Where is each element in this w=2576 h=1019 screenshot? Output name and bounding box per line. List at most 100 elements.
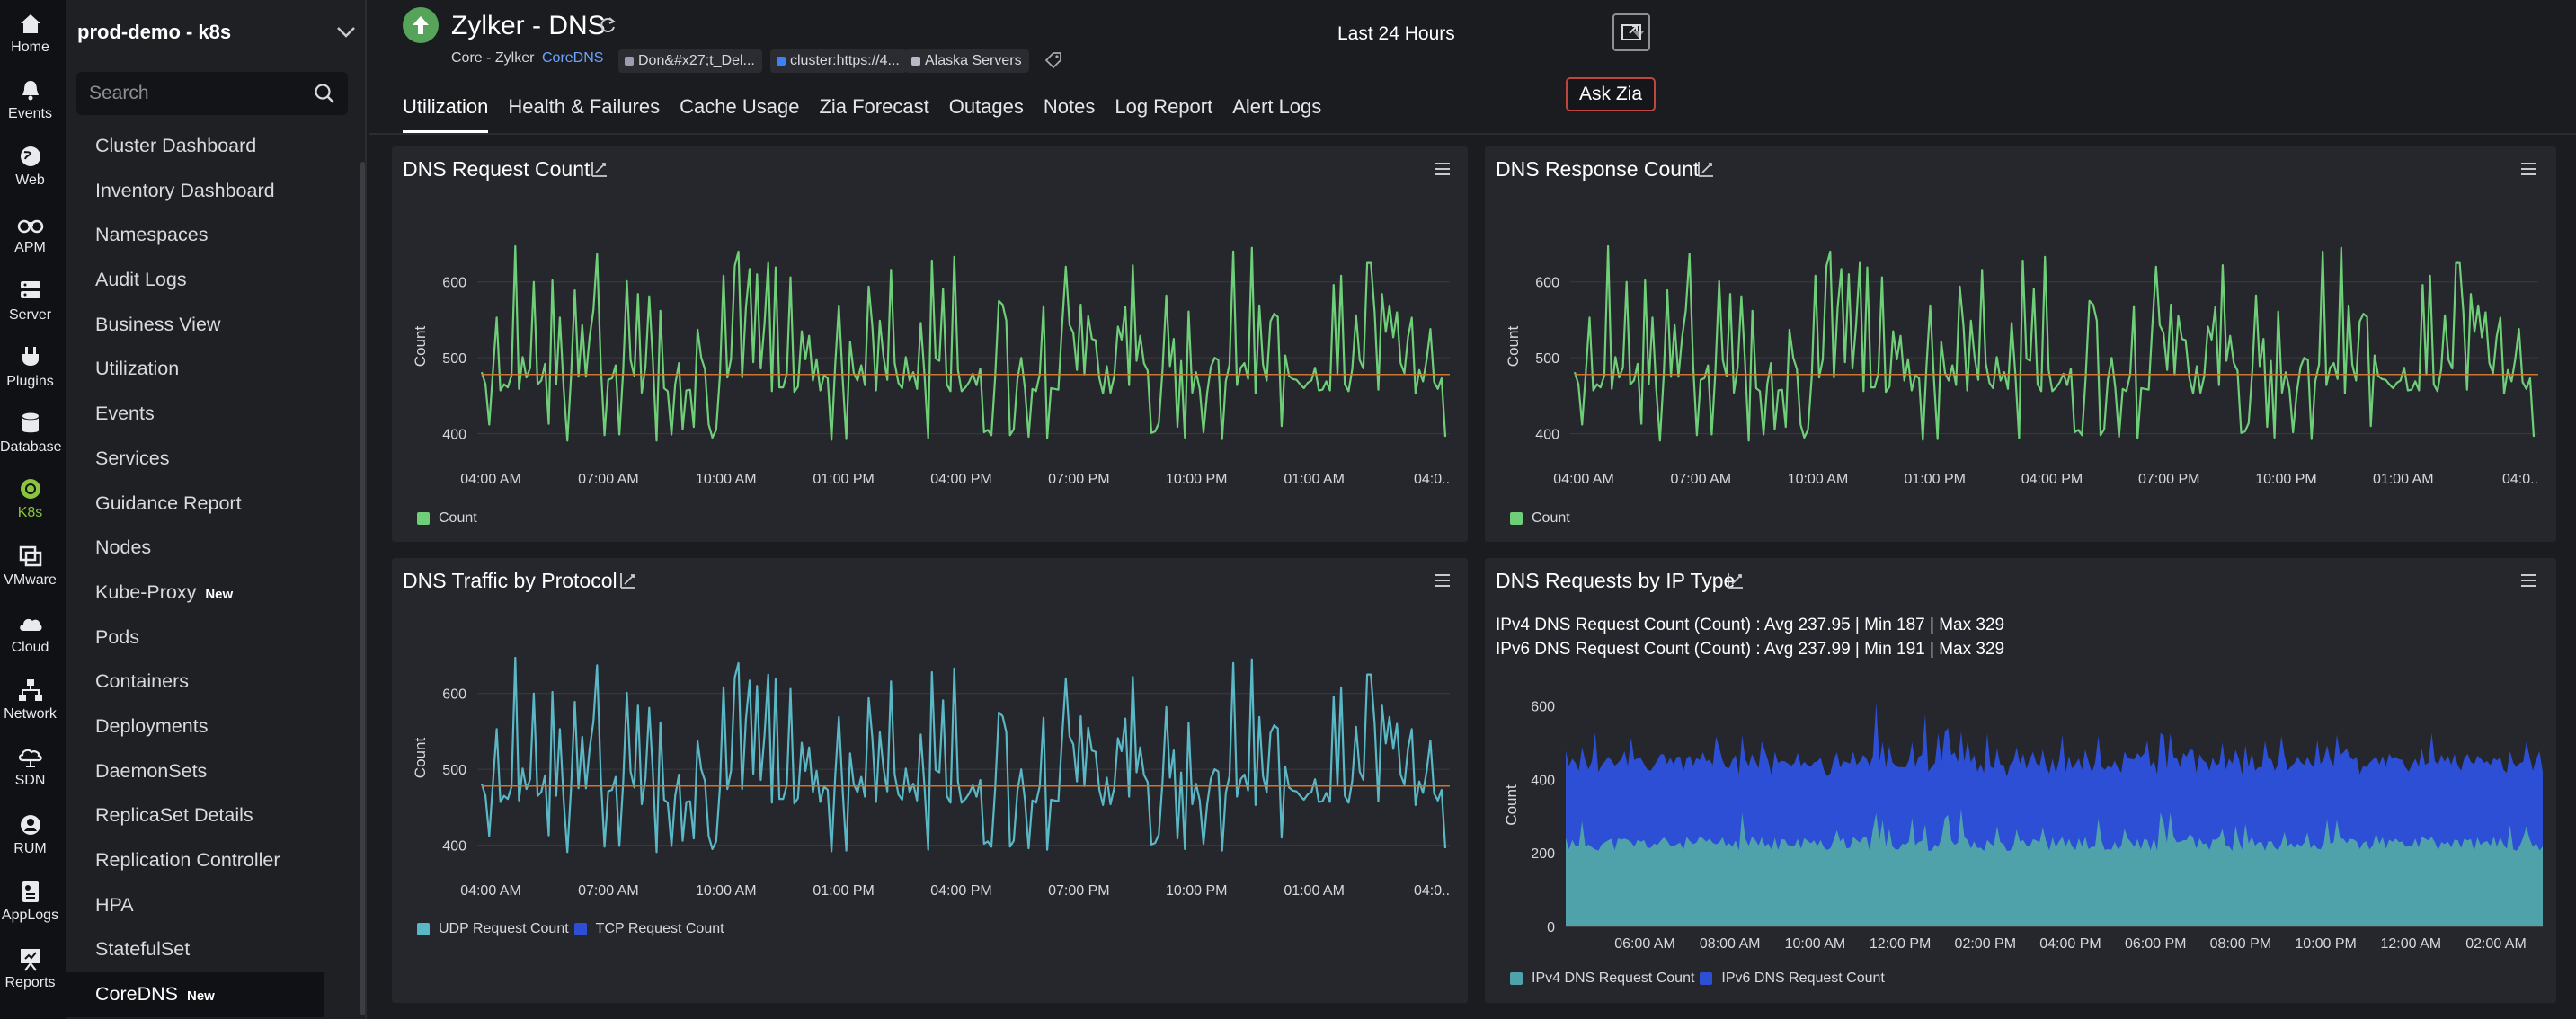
tag-chip[interactable]: Don&#x27;t_Del... bbox=[618, 49, 762, 73]
series-line[interactable] bbox=[480, 244, 1447, 442]
rail-item-database[interactable]: Database bbox=[0, 411, 62, 456]
tab-health-failures[interactable]: Health & Failures bbox=[508, 95, 661, 118]
tag-icon[interactable] bbox=[1043, 49, 1064, 71]
sidebar-item-statefulset[interactable]: StatefulSet bbox=[66, 927, 367, 972]
ask-zia-button[interactable]: Ask Zia bbox=[1566, 77, 1656, 111]
tag-label: cluster:https://4... bbox=[790, 53, 900, 68]
rail-item-reports[interactable]: Reports bbox=[0, 946, 60, 991]
line-chart[interactable]: 400 500 600 Count 04:00 AM 07:00 AM 10:00 AM 01… bbox=[392, 558, 1468, 1003]
tag-chip[interactable]: Alaska Servers bbox=[905, 49, 1029, 73]
rail-item-home[interactable]: Home bbox=[0, 11, 60, 56]
sidebar-item-label: Events bbox=[95, 403, 155, 425]
edit-chart-icon[interactable] bbox=[1726, 571, 1745, 590]
x-tick-label: 04:00 AM bbox=[1553, 472, 1614, 487]
tab-notes[interactable]: Notes bbox=[1043, 95, 1096, 118]
sidebar-item-daemonsets[interactable]: DaemonSets bbox=[66, 749, 367, 794]
rail-item-plugins[interactable]: Plugins bbox=[0, 345, 60, 390]
sidebar-item-containers[interactable]: Containers bbox=[66, 660, 367, 704]
sidebar-item-services[interactable]: Services bbox=[66, 437, 367, 482]
rail-item-web[interactable]: Web bbox=[0, 144, 60, 189]
tab-utilization[interactable]: Utilization bbox=[403, 90, 489, 133]
rail-item-applogs[interactable]: AppLogs bbox=[0, 879, 60, 924]
y-tick-label: 400 bbox=[1531, 773, 1555, 788]
line-chart[interactable]: 400 500 600 Count 04:00 AM 07:00 AM 10:00 AM 01… bbox=[392, 146, 1468, 542]
legend-item[interactable]: UDP Request Count bbox=[417, 921, 569, 937]
rail-item-server[interactable]: Server bbox=[0, 279, 60, 323]
legend-item[interactable]: Count bbox=[417, 510, 477, 527]
sidebar-item-nodes[interactable]: Nodes bbox=[66, 526, 367, 571]
edit-chart-icon[interactable] bbox=[618, 571, 638, 590]
chart-legend: Count bbox=[417, 510, 483, 527]
rail-item-sdn[interactable]: SDN bbox=[0, 744, 60, 789]
rail-item-rum[interactable]: RUM bbox=[0, 812, 60, 857]
series-line[interactable] bbox=[480, 656, 1447, 854]
y-axis-label: Count bbox=[1503, 784, 1520, 826]
sidebar-item-pods[interactable]: Pods bbox=[66, 616, 367, 660]
stacked-area-chart[interactable]: 0 200 400 600 Count 06:00 AM 08:00 AM 10:00 AM 1… bbox=[1485, 558, 2556, 1003]
sidebar-item-inventory-dashboard[interactable]: Inventory Dashboard bbox=[66, 169, 367, 214]
sidebar-item-hpa[interactable]: HPA bbox=[66, 883, 367, 928]
rail-item-k8s[interactable]: K8s bbox=[0, 476, 60, 521]
legend-item[interactable]: IPv4 DNS Request Count bbox=[1510, 970, 1694, 987]
rail-item-label: Reports bbox=[4, 975, 56, 990]
rail-item-label: Events bbox=[8, 106, 52, 121]
sidebar-item-utilization[interactable]: Utilization bbox=[66, 347, 367, 392]
x-tick-label: 04:0.. bbox=[1414, 472, 1450, 487]
sidebar-item-replicaset-details[interactable]: ReplicaSet Details bbox=[66, 793, 367, 838]
rail-item-events[interactable]: Events bbox=[0, 77, 60, 122]
time-range-value: Last 24 Hours bbox=[1337, 23, 1455, 44]
sidebar-item-events[interactable]: Events bbox=[66, 392, 367, 437]
sidebar-item-cluster-dashboard[interactable]: Cluster Dashboard bbox=[66, 124, 367, 169]
sidebar-item-guidance-report[interactable]: Guidance Report bbox=[66, 482, 367, 527]
sidebar: prod-demo - k8s Cluster Dashboard Invento… bbox=[66, 0, 367, 1019]
legend-item[interactable]: IPv6 DNS Request Count bbox=[1700, 970, 1885, 987]
rail-item-network[interactable]: Network bbox=[0, 678, 60, 722]
rail-item-cloud[interactable]: Cloud bbox=[0, 611, 60, 656]
rail-item-vmware[interactable]: VMware bbox=[0, 544, 60, 589]
menu-icon[interactable] bbox=[2518, 571, 2538, 590]
tab-outages[interactable]: Outages bbox=[948, 95, 1024, 118]
sidebar-item-deployments[interactable]: Deployments bbox=[66, 704, 367, 749]
cluster-selector[interactable]: prod-demo - k8s bbox=[77, 13, 356, 52]
menu-icon[interactable] bbox=[1433, 159, 1452, 179]
rail-item-label: VMware bbox=[4, 572, 57, 588]
tab-alert-logs[interactable]: Alert Logs bbox=[1232, 95, 1322, 118]
tag-chip[interactable]: cluster:https://4... bbox=[770, 49, 907, 73]
y-tick-label: 400 bbox=[442, 428, 466, 443]
export-button[interactable] bbox=[1612, 13, 1650, 51]
breadcrumb-parent[interactable]: Core - Zylker bbox=[451, 50, 535, 66]
sidebar-item-coredns[interactable]: CoreDNS New bbox=[66, 972, 324, 1017]
menu-icon[interactable] bbox=[1433, 571, 1452, 590]
x-tick-label: 10:00 PM bbox=[2295, 936, 2356, 952]
x-tick-label: 02:00 AM bbox=[2465, 936, 2527, 952]
legend-label: UDP Request Count bbox=[439, 921, 569, 936]
search-icon[interactable] bbox=[314, 83, 335, 104]
edit-chart-icon[interactable] bbox=[1696, 159, 1716, 179]
y-tick-label: 500 bbox=[442, 763, 466, 778]
sidebar-item-kube-proxy[interactable]: Kube-Proxy New bbox=[66, 571, 367, 616]
dns-request-count-panel: 400 500 600 Count 04:00 AM 07:00 AM 10:00 AM 01… bbox=[392, 146, 1468, 542]
breadcrumb-current[interactable]: CoreDNS bbox=[542, 50, 604, 66]
panel-title: DNS Traffic by Protocol bbox=[403, 569, 617, 592]
ipv4-area[interactable] bbox=[1566, 809, 2543, 926]
menu-icon[interactable] bbox=[2518, 159, 2538, 179]
rail-item-apm[interactable]: APM bbox=[0, 211, 60, 256]
tab-zia-forecast[interactable]: Zia Forecast bbox=[819, 95, 929, 118]
tab-log-report[interactable]: Log Report bbox=[1115, 95, 1213, 118]
time-range-select[interactable]: Last 24 Hours bbox=[1321, 18, 1661, 50]
sidebar-item-namespaces[interactable]: Namespaces bbox=[66, 213, 367, 258]
sidebar-item-replication-controller[interactable]: Replication Controller bbox=[66, 838, 367, 883]
sidebar-scrollbar[interactable] bbox=[360, 162, 365, 1015]
legend-item[interactable]: TCP Request Count bbox=[573, 921, 724, 937]
sidebar-item-audit-logs[interactable]: Audit Logs bbox=[66, 258, 367, 303]
y-tick-label: 600 bbox=[1535, 276, 1559, 291]
sidebar-item-business-view[interactable]: Business View bbox=[66, 303, 367, 348]
line-chart[interactable]: 400 500 600 Count 04:00 AM 07:00 AM 10:00 AM 01… bbox=[1485, 146, 2556, 542]
legend-item[interactable]: Count bbox=[1510, 510, 1570, 527]
search-input[interactable] bbox=[76, 72, 310, 115]
y-axis-label: Count bbox=[1505, 326, 1522, 368]
tab-cache-usage[interactable]: Cache Usage bbox=[680, 95, 800, 118]
refresh-icon[interactable] bbox=[598, 15, 617, 35]
edit-chart-icon[interactable] bbox=[590, 159, 609, 179]
series-line[interactable] bbox=[1573, 244, 2536, 442]
